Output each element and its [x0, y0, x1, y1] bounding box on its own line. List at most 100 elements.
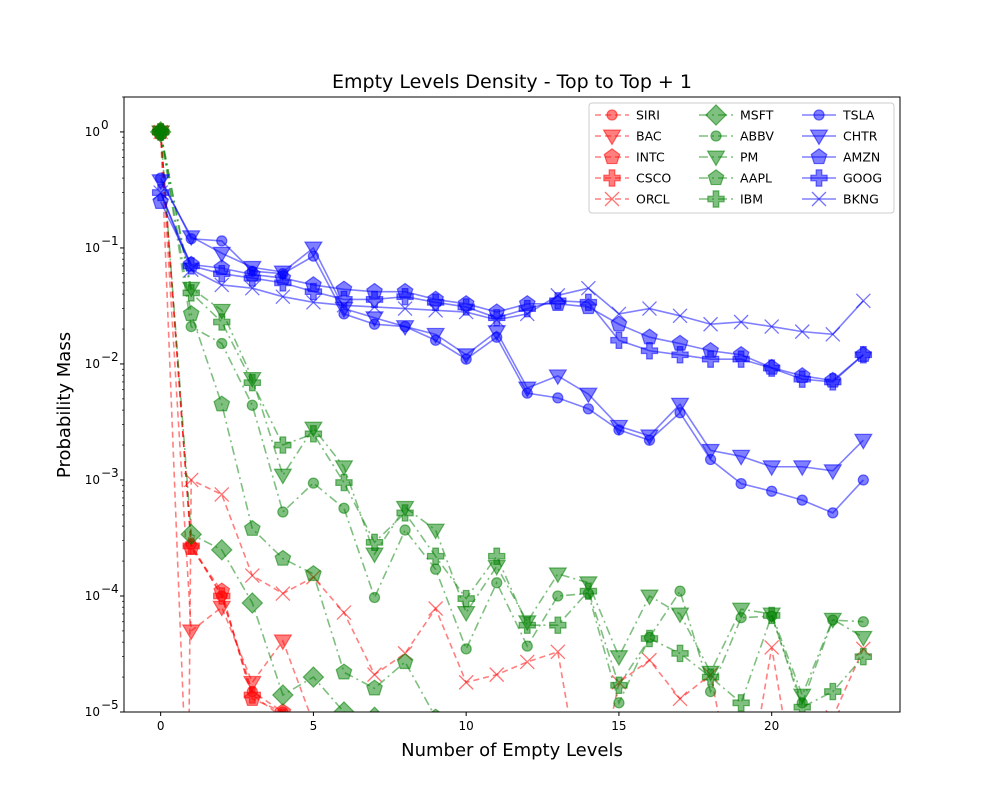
data-point-bkng [703, 316, 719, 332]
plot-area [149, 120, 873, 712]
legend-marker-pm [706, 150, 726, 167]
data-point-pm [670, 607, 690, 624]
data-point-goog [671, 346, 689, 364]
series-ibm [151, 123, 873, 712]
data-point-chtr [456, 348, 476, 365]
data-point-chtr [701, 443, 721, 460]
data-point-csco [279, 708, 287, 712]
y-tick-exponent: −3 [101, 466, 119, 480]
data-point-chtr [792, 460, 812, 477]
data-point-msft [302, 666, 325, 689]
data-point-ibm [518, 616, 536, 634]
data-point-orcl [214, 487, 230, 502]
series-line-aapl [159, 131, 434, 712]
data-point-bkng [183, 262, 199, 278]
data-point-abbv [216, 337, 228, 350]
legend-item-intc: INTC [595, 148, 665, 165]
legend-marker-orcl [604, 191, 620, 207]
data-point-tsla [216, 235, 228, 247]
data-point-ibm [274, 436, 292, 454]
data-point-aapl [335, 663, 353, 680]
series-line-bac [159, 131, 311, 712]
data-point-ibm [854, 647, 873, 666]
series-line-orcl [159, 131, 865, 712]
data-point-tsla [582, 403, 595, 415]
legend-item-pm: PM [699, 150, 758, 167]
legend-item-orcl: ORCL [595, 192, 670, 207]
data-point-bkng [580, 280, 596, 296]
data-point-goog [701, 350, 720, 368]
data-point-aapl [213, 395, 231, 412]
data-point-ibm [335, 473, 353, 492]
legend: SIRI BAC INTC CSCO ORCL MSFT ABBV PM AAPL IBM TSLA… [588, 102, 895, 214]
data-point-aapl [243, 519, 261, 536]
data-point-ibm [762, 606, 781, 625]
series-line-abbv [159, 131, 864, 706]
legend-marker-tsla [813, 109, 825, 121]
legend-marker-goog [810, 169, 828, 187]
x-axis-label: Number of Empty Levels [401, 740, 623, 761]
data-point-pm [731, 602, 751, 619]
data-point-bkng [397, 301, 413, 317]
data-point-abbv [552, 590, 564, 602]
series-orcl [153, 124, 871, 712]
legend-label: MSFT [740, 108, 774, 123]
data-point-chtr [487, 325, 507, 342]
x-tick-label: 15 [611, 719, 626, 733]
series-line-bkng [159, 192, 864, 336]
series-goog [151, 183, 873, 391]
data-point-bkng [825, 326, 841, 342]
data-point-abbv [399, 524, 411, 536]
data-point-ibm [640, 629, 659, 648]
data-point-bac [273, 634, 293, 651]
data-point-pm [273, 468, 293, 485]
data-point-abbv [460, 643, 472, 655]
data-point-msft [271, 684, 294, 706]
data-point-ibm [549, 616, 567, 634]
data-point-chtr [640, 429, 659, 446]
legend-item-chtr: CHTR [802, 129, 878, 146]
data-point-ibm [151, 123, 170, 141]
data-point-pm [853, 630, 873, 647]
data-point-aapl [182, 305, 200, 322]
y-tick-label: 10 [85, 589, 100, 603]
data-point-orcl [244, 568, 260, 584]
data-point-orcl [672, 691, 688, 707]
data-point-abbv [307, 477, 320, 489]
legend-item-msft: MSFT [699, 104, 774, 126]
legend-item-goog: GOOG [802, 169, 882, 187]
data-point-ibm [304, 425, 323, 443]
data-point-abbv [368, 591, 381, 604]
legend-marker-siri [606, 109, 618, 121]
data-point-ibm [732, 694, 750, 712]
data-point-pm [640, 589, 659, 606]
data-point-goog [182, 257, 200, 275]
data-point-msft [333, 701, 355, 712]
legend-label: BAC [636, 129, 662, 144]
legend-marker-ibm [707, 190, 725, 208]
x-tick-label: 0 [157, 719, 165, 733]
data-point-ibm [396, 504, 414, 522]
legend-label: CHTR [843, 129, 878, 144]
series-aapl [152, 123, 441, 712]
data-point-pm [548, 567, 568, 584]
data-point-goog [824, 373, 842, 391]
legend-label: CSCO [636, 171, 671, 186]
data-point-tsla [827, 507, 839, 519]
data-point-pm [212, 303, 232, 320]
data-point-orcl [519, 654, 535, 670]
series-abbv [155, 126, 869, 709]
data-point-chtr [823, 464, 843, 481]
data-point-chtr [853, 433, 873, 450]
data-point-goog [579, 293, 598, 312]
data-point-ibm [793, 698, 811, 712]
data-point-bkng [244, 280, 260, 296]
data-point-bkng [275, 289, 291, 305]
y-tick-label: 10 [85, 241, 100, 255]
legend-label: AAPL [740, 171, 772, 186]
y-tick-label: 10 [85, 705, 100, 719]
y-tick-label: 10 [85, 357, 100, 371]
legend-item-ibm: IBM [699, 190, 763, 208]
data-point-chtr [151, 174, 171, 191]
data-point-ibm [426, 547, 445, 565]
